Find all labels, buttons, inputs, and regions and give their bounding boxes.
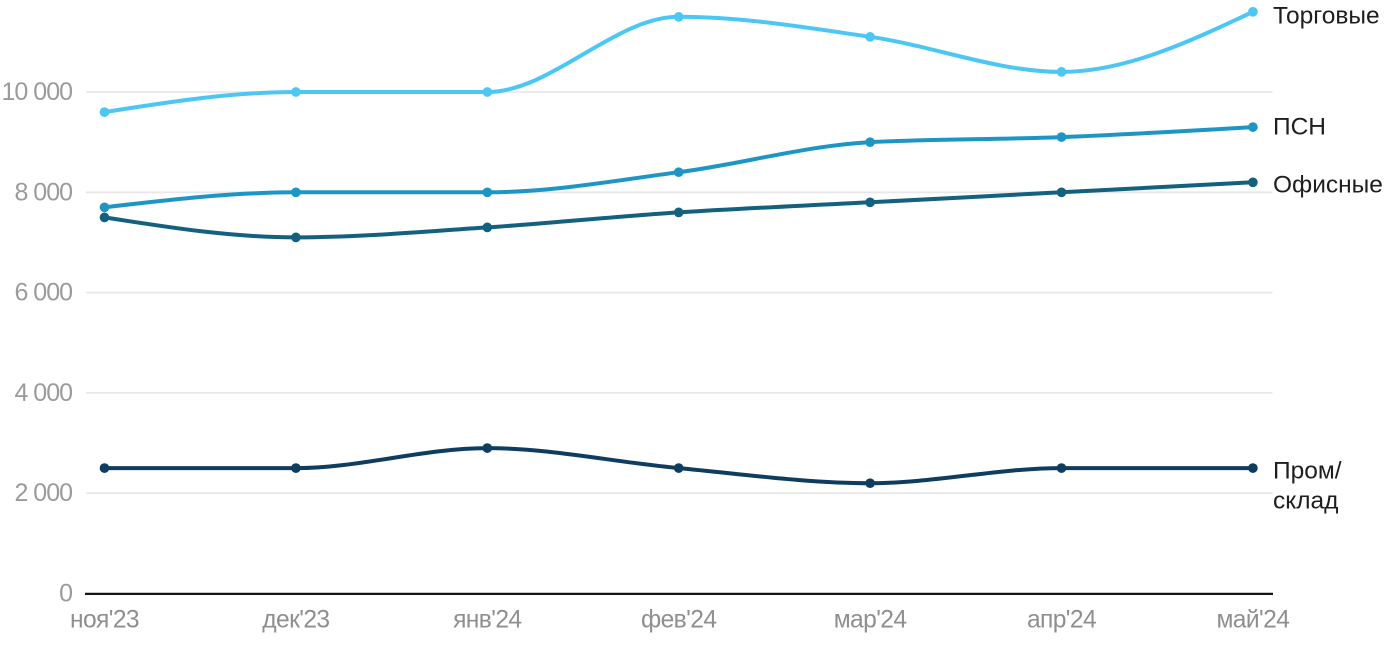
svg-text:10 000: 10 000: [2, 78, 73, 106]
svg-text:2 000: 2 000: [14, 479, 72, 507]
svg-text:дек'23: дек'23: [262, 607, 329, 634]
svg-text:мар'24: мар'24: [834, 607, 907, 634]
svg-text:Офисные: Офисные: [1273, 172, 1383, 199]
svg-text:8 000: 8 000: [14, 178, 72, 206]
svg-text:Торговые: Торговые: [1273, 3, 1380, 30]
svg-text:склад: склад: [1273, 488, 1338, 515]
svg-text:ноя'23: ноя'23: [70, 607, 139, 634]
svg-text:4 000: 4 000: [14, 379, 72, 407]
svg-text:0: 0: [59, 580, 72, 608]
svg-text:май'24: май'24: [1217, 607, 1290, 634]
svg-text:апр'24: апр'24: [1027, 607, 1096, 634]
svg-text:янв'24: янв'24: [453, 607, 521, 634]
svg-text:6 000: 6 000: [14, 279, 72, 307]
svg-text:Пром/: Пром/: [1273, 458, 1342, 485]
svg-text:фев'24: фев'24: [641, 607, 716, 634]
svg-text:ПСН: ПСН: [1273, 114, 1326, 141]
